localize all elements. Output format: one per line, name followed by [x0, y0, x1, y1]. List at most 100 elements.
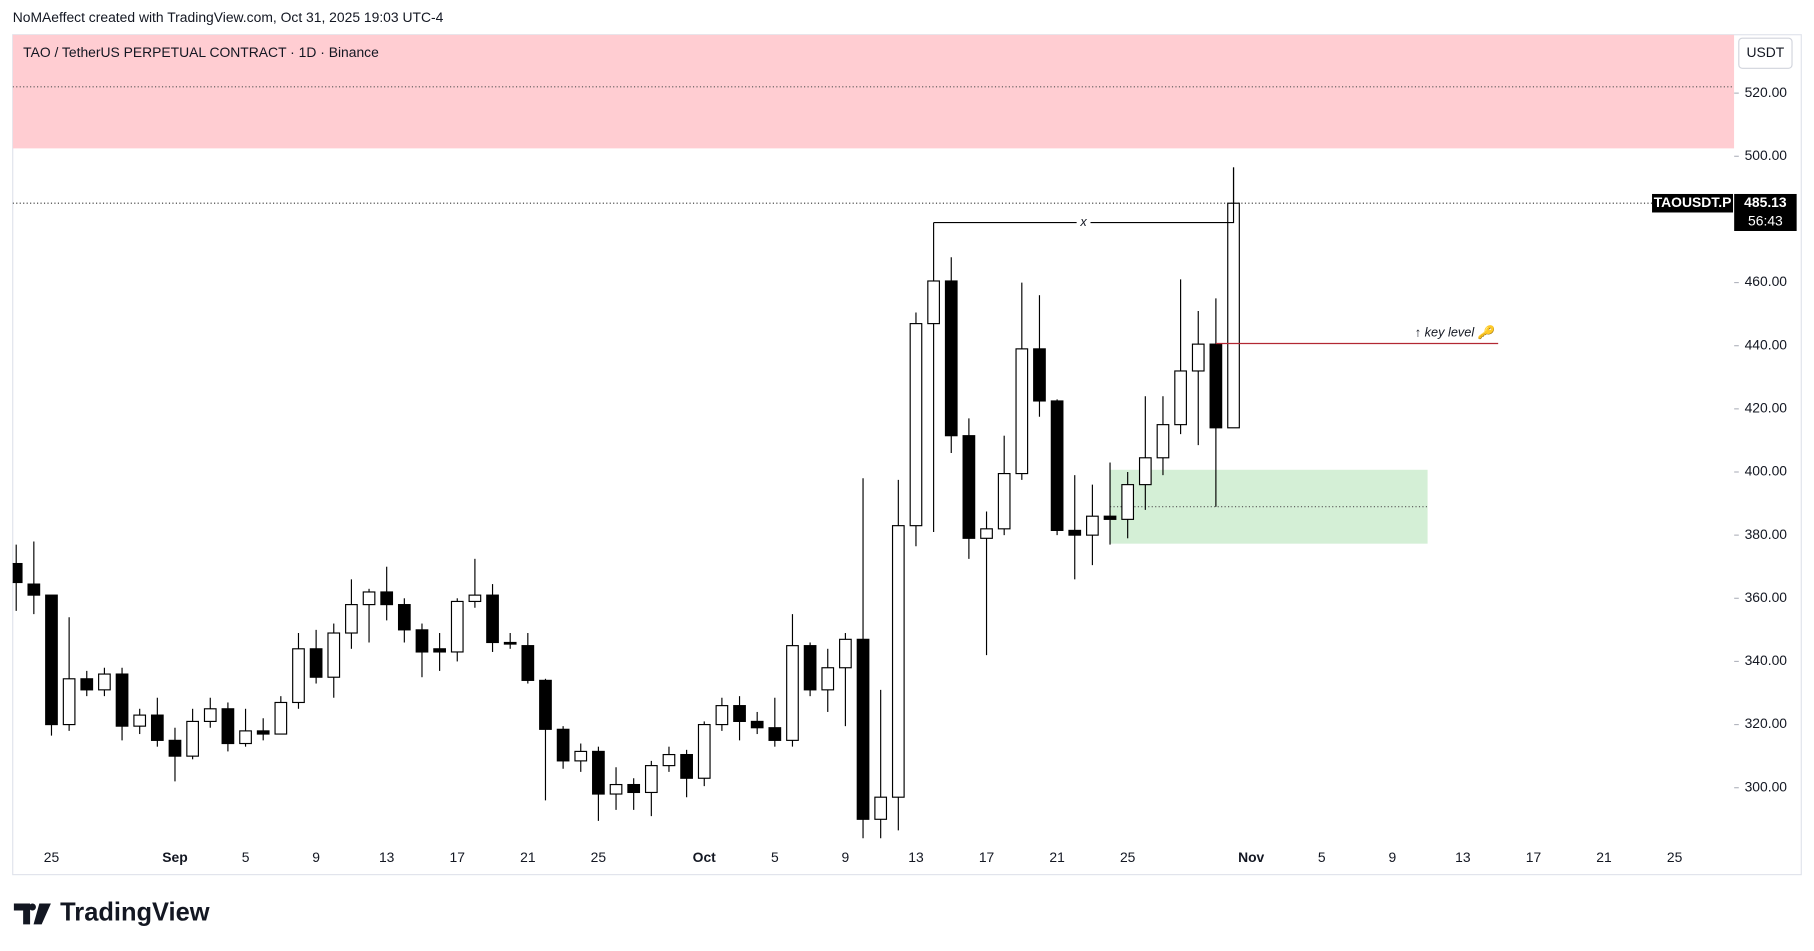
- candle-body: [1174, 370, 1187, 426]
- bracket-label-bg: [1076, 215, 1091, 230]
- candle-body: [715, 705, 729, 726]
- x-tick-label: 5: [1318, 849, 1326, 865]
- y-tick-label: 420.00: [1745, 400, 1788, 416]
- candle-body: [345, 604, 358, 634]
- x-tick-label: 17: [979, 849, 995, 865]
- candle-body: [962, 435, 976, 539]
- candle-body: [803, 645, 817, 691]
- candle-body: [944, 280, 958, 437]
- candle-body: [927, 280, 940, 325]
- candle-body: [521, 645, 535, 681]
- x-tick-label: 13: [908, 849, 924, 865]
- candle-body: [486, 594, 499, 644]
- last-price-label: 485.13: [1744, 194, 1787, 210]
- candle-body: [1068, 529, 1082, 536]
- candle-body: [539, 679, 552, 730]
- candle-body: [768, 727, 782, 741]
- candle-body: [80, 678, 94, 691]
- candle-body: [433, 648, 446, 653]
- candle-body: [821, 667, 835, 691]
- x-tick-label: Oct: [693, 849, 717, 865]
- candle-body: [12, 562, 23, 584]
- x-tick-label: 25: [1120, 849, 1136, 865]
- symbol-label: TAOUSDT.P: [1654, 194, 1732, 210]
- candle-body: [1121, 484, 1135, 520]
- candle-body: [239, 730, 252, 745]
- x-tick-label: 25: [591, 849, 607, 865]
- candle-body: [468, 594, 482, 603]
- x-tick-label: 25: [1667, 849, 1683, 865]
- currency-button[interactable]: [1738, 37, 1793, 69]
- x-tick-label: 13: [1455, 849, 1471, 865]
- candle-body: [98, 673, 111, 691]
- candle-body: [292, 648, 305, 704]
- candle-body: [856, 638, 870, 820]
- candle-body: [697, 723, 711, 779]
- candle-body: [45, 594, 58, 726]
- candle-body: [609, 783, 623, 795]
- candle-body: [327, 632, 341, 678]
- candle-body: [27, 583, 41, 596]
- x-tick-label: 9: [1388, 849, 1396, 865]
- candle-body: [221, 708, 235, 745]
- demand-zone: [1110, 469, 1428, 544]
- candle-body: [980, 528, 993, 539]
- y-tick-label: 440.00: [1745, 336, 1788, 352]
- candle-body: [274, 701, 288, 735]
- y-tick-label: 300.00: [1745, 778, 1788, 794]
- candle-body: [133, 714, 147, 727]
- candle-body: [839, 638, 852, 669]
- candle-body: [362, 591, 376, 606]
- candle-body: [380, 591, 394, 606]
- supply-zone: [12, 34, 1735, 149]
- candle-body: [415, 629, 429, 653]
- candle-body: [909, 323, 923, 527]
- candle-body: [680, 753, 693, 779]
- candle-body: [1015, 348, 1029, 475]
- candle-body: [397, 604, 411, 631]
- candle-body: [503, 641, 517, 645]
- candle-body: [186, 720, 199, 757]
- candle-body: [786, 645, 799, 741]
- logo-icon: [13, 903, 51, 925]
- candle-body: [115, 673, 129, 727]
- x-tick-label: Nov: [1238, 849, 1264, 865]
- candle-body: [1103, 515, 1117, 520]
- candle-body: [150, 714, 164, 741]
- x-tick-label: 21: [520, 849, 536, 865]
- x-tick-label: 9: [842, 849, 850, 865]
- countdown: 56:43: [1748, 212, 1783, 228]
- currency[interactable]: USDT: [1747, 44, 1785, 60]
- candle-body: [1191, 343, 1205, 372]
- brand: TradingView: [60, 899, 210, 927]
- brand-logo: TradingView: [13, 899, 210, 927]
- candle-body: [662, 753, 676, 767]
- candle-body: [592, 750, 605, 795]
- y-tick-label: 400.00: [1745, 463, 1788, 479]
- candle-body: [1156, 424, 1170, 459]
- y-tick-label: 340.00: [1745, 652, 1788, 668]
- key-level-label: ↑ key level 🔑: [1415, 324, 1497, 340]
- candle-body: [1033, 348, 1046, 402]
- candle-body: [1050, 400, 1064, 531]
- symbol-tag: [1652, 193, 1734, 213]
- x-tick-label: 5: [242, 849, 250, 865]
- candle-body: [203, 708, 217, 722]
- y-tick-label: 460.00: [1745, 273, 1788, 289]
- x-tick-label: Sep: [162, 849, 187, 865]
- bracket-label: x: [1079, 214, 1087, 229]
- candle-body: [556, 728, 570, 762]
- x-tick-label: 9: [312, 849, 320, 865]
- price-tag: [1734, 193, 1797, 231]
- y-tick-label: 380.00: [1745, 526, 1788, 542]
- plot-area: x ↑ key level 🔑: [12, 34, 1735, 839]
- candle-body: [62, 678, 76, 726]
- candle-body: [627, 783, 641, 794]
- header: NoMAeffect created with TradingView.com,…: [13, 9, 444, 25]
- chart-title: TAO / TetherUS PERPETUAL CONTRACT · 1D ·…: [23, 44, 379, 60]
- candle-body: [256, 730, 270, 735]
- candle-body: [1209, 343, 1223, 429]
- candle-body: [450, 600, 464, 653]
